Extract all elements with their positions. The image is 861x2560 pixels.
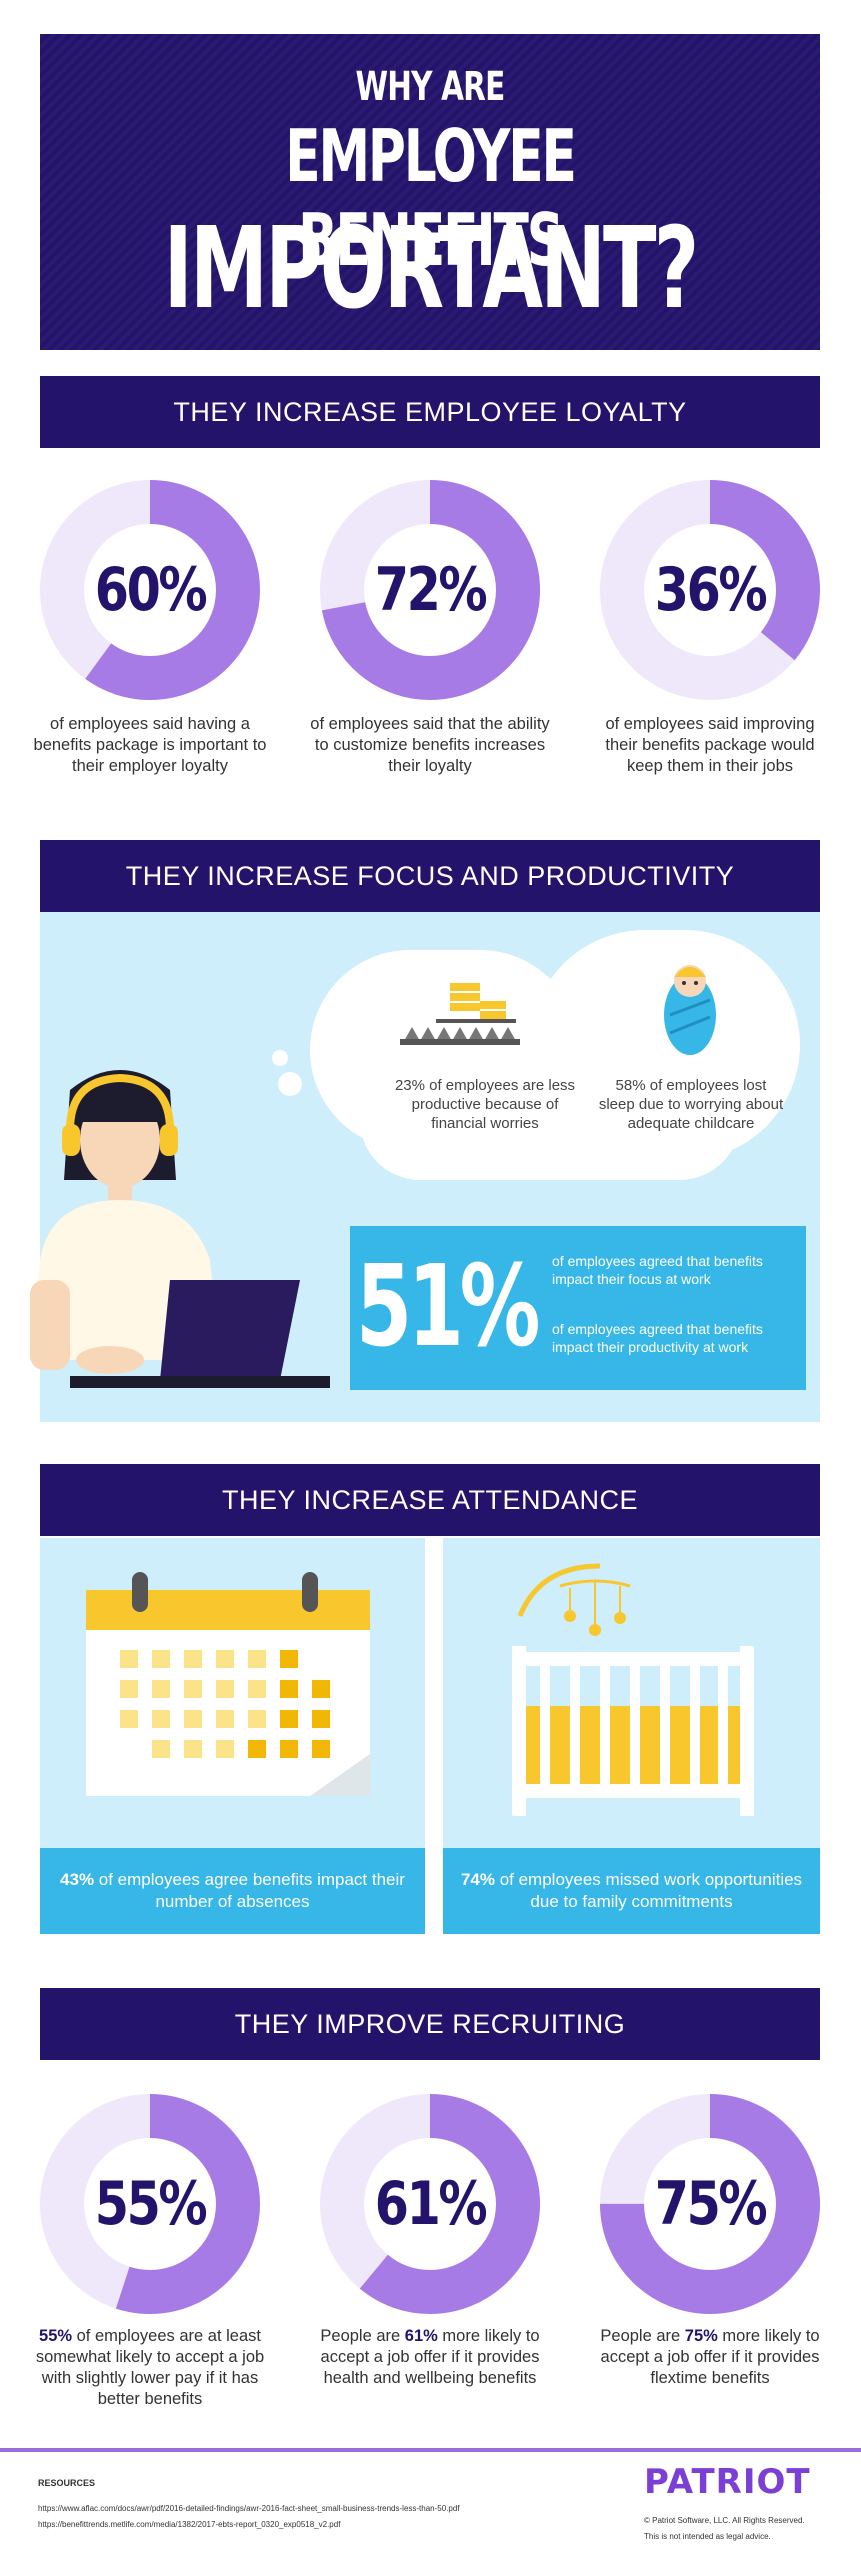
ring-value: 36%	[654, 555, 768, 625]
stat-51-line-2: of employees agreed that benefits impact…	[552, 1321, 763, 1355]
cloud-right-text: 58% of employees lost sleep due to worry…	[598, 1077, 784, 1132]
recruiting-ring-1: 55%	[40, 2094, 260, 2314]
ring-fill	[40, 480, 260, 700]
ring-fill	[600, 480, 820, 700]
stat-51-value: 51%	[356, 1242, 540, 1372]
loyalty-ring-1: 60%	[40, 480, 260, 700]
calendar-days	[120, 1650, 266, 1758]
loyalty-heading: THEY INCREASE EMPLOYEE LOYALTY	[40, 376, 820, 448]
loyalty-caption-2: of employees said that the ability to cu…	[310, 715, 550, 775]
ring-value: 60%	[94, 555, 208, 625]
patriot-logo: PATRIOT	[644, 2462, 811, 2502]
ring-value: 75%	[654, 2169, 768, 2239]
loyalty-caption-1: of employees said having a benefits pack…	[33, 715, 267, 775]
donut-chart-icon	[320, 480, 540, 700]
stat-51-box: 51% of employees agreed that benefits im…	[350, 1226, 806, 1390]
hero-line-1: WHY ARE	[355, 64, 506, 110]
loyalty-ring-2: 72%	[320, 480, 540, 700]
donut-chart-icon	[40, 480, 260, 700]
woman-laptop-illustration	[30, 1070, 330, 1388]
ring-fill	[600, 2094, 820, 2314]
cloud-left-text: 23% of employees are less productive bec…	[394, 1077, 576, 1132]
recruiting-caption-3: People are 75% more likely to accept a j…	[600, 2327, 820, 2387]
copyright-text: © Patriot Software, LLC. All Rights Rese…	[644, 2516, 805, 2525]
attendance-left-strong: 43%	[60, 1870, 95, 1889]
ring-value: 72%	[374, 555, 488, 625]
attendance-left-stat: 43% of employees agree benefits impact t…	[40, 1848, 425, 1934]
recruiting-ring-2: 61%	[320, 2094, 540, 2314]
attendance-heading: THEY INCREASE ATTENDANCE	[40, 1464, 820, 1536]
ring-fill	[40, 2094, 260, 2314]
loyalty-caption-3: of employees said improving their benefi…	[605, 715, 815, 775]
attendance-left-text: of employees agree benefits impact their…	[94, 1870, 405, 1911]
disclaimer-text: This is not intended as legal advice.	[644, 2532, 771, 2541]
thought-cloud	[300, 920, 812, 1190]
ring-value: 61%	[374, 2169, 488, 2239]
ring-fill	[320, 2094, 540, 2314]
calendar-icon	[86, 1572, 370, 1796]
loyalty-ring-3: 36%	[600, 480, 820, 700]
donut-chart-icon	[600, 480, 820, 700]
coin-trap-icon	[400, 983, 520, 1045]
donut-chart-icon	[40, 2094, 260, 2314]
hero-banner: WHY ARE EMPLOYEE BENEFITS IMPORTANT?	[40, 34, 820, 350]
resources-label: RESOURCES	[38, 2478, 96, 2488]
crib-mobile-icon	[512, 1563, 754, 1816]
attendance-right-strong: 74%	[460, 1870, 495, 1889]
donut-chart-icon	[600, 2094, 820, 2314]
focus-heading: THEY INCREASE FOCUS AND PRODUCTIVITY	[40, 840, 820, 912]
attendance-right-stat: 74% of employees missed work opportuniti…	[443, 1848, 820, 1934]
stat-51-line-1: of employees agreed that benefits impact…	[552, 1253, 763, 1287]
swaddled-baby-icon	[664, 965, 716, 1055]
attendance-right-text: of employees missed work opportunities d…	[494, 1870, 803, 1911]
recruiting-heading: THEY IMPROVE RECRUITING	[40, 1988, 820, 2060]
recruiting-caption-2: People are 61% more likely to accept a j…	[320, 2327, 540, 2387]
ring-value: 55%	[94, 2169, 208, 2239]
recruiting-ring-3: 75%	[600, 2094, 820, 2314]
donut-chart-icon	[320, 2094, 540, 2314]
hero-line-3: IMPORTANT?	[163, 204, 700, 334]
thought-bubble-dot	[272, 1050, 288, 1066]
thought-bubble-dot	[278, 1072, 302, 1096]
ring-fill	[320, 480, 540, 700]
footer-divider	[0, 2448, 861, 2452]
recruiting-caption-1: 55% of employees are at least somewhat l…	[35, 2327, 265, 2408]
resource-link-2[interactable]: https://benefittrends.metlife.com/media/…	[38, 2520, 341, 2529]
resource-link-1[interactable]: https://www.aflac.com/docs/awr/pdf/2016-…	[38, 2504, 460, 2513]
hero-line-2: EMPLOYEE BENEFITS	[285, 114, 577, 282]
